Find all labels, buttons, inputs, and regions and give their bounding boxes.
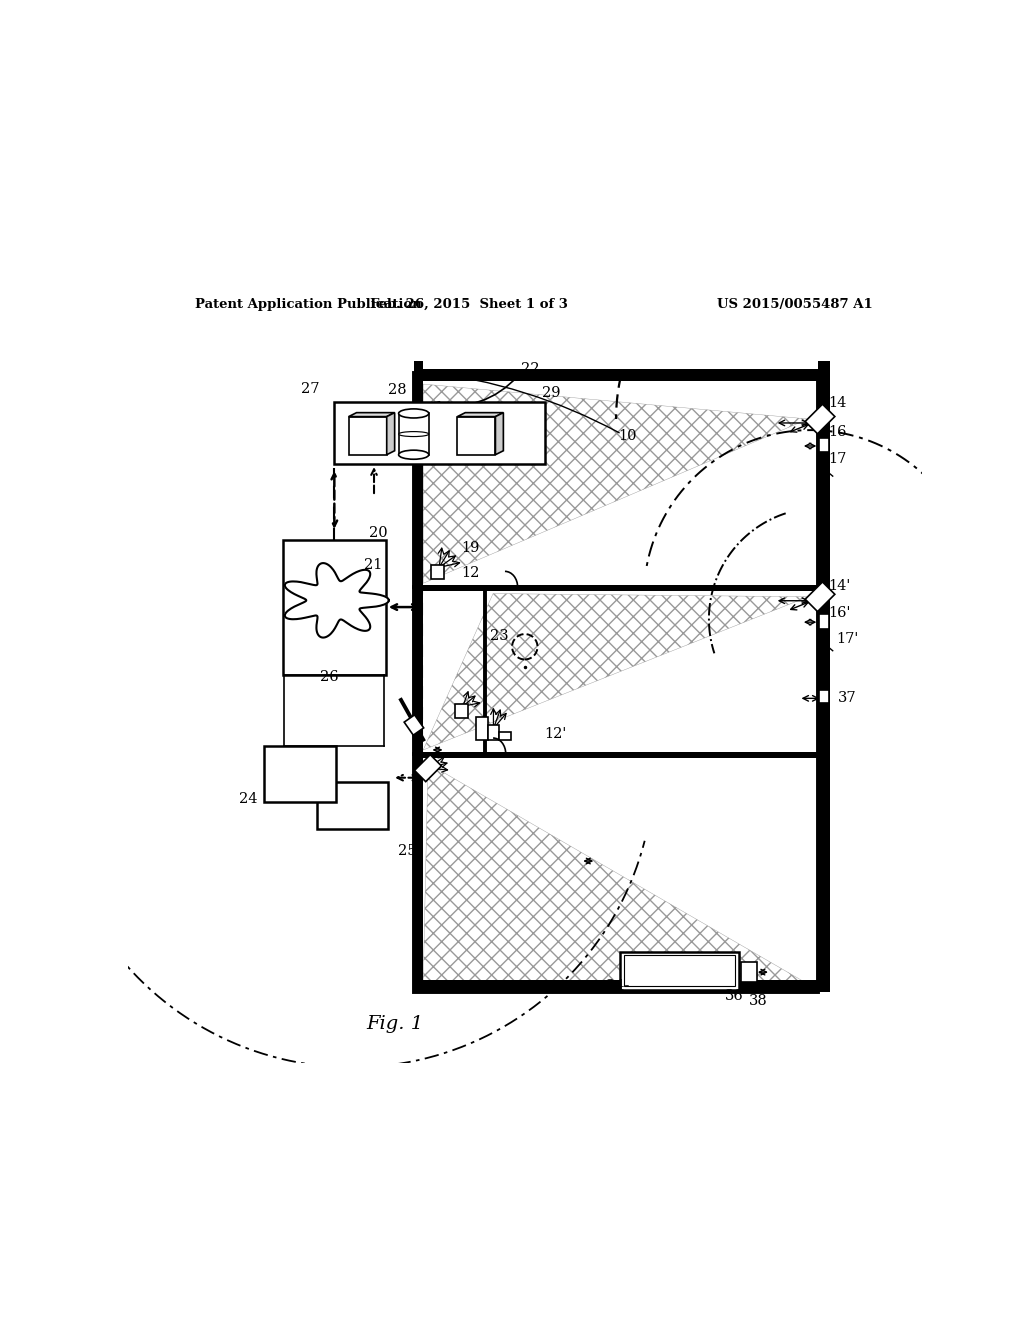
Bar — [334, 403, 545, 465]
Text: 14': 14' — [828, 579, 850, 594]
Bar — [414, 374, 818, 991]
Text: 27: 27 — [301, 381, 319, 396]
Text: 12': 12' — [545, 727, 567, 741]
Text: Fig. 1: Fig. 1 — [367, 1015, 423, 1032]
Bar — [487, 725, 500, 739]
Text: 16': 16' — [828, 606, 851, 619]
Polygon shape — [458, 413, 504, 417]
Text: 28: 28 — [388, 383, 407, 397]
Ellipse shape — [398, 432, 429, 437]
Bar — [740, 962, 757, 982]
Bar — [264, 746, 336, 801]
Bar — [348, 417, 387, 454]
Text: Feb. 26, 2015  Sheet 1 of 3: Feb. 26, 2015 Sheet 1 of 3 — [371, 298, 568, 312]
Text: -34-: -34- — [601, 978, 630, 993]
Text: 17': 17' — [837, 632, 859, 645]
Text: 38: 38 — [749, 994, 767, 1008]
Text: 19: 19 — [461, 541, 479, 554]
Bar — [414, 370, 826, 381]
Bar — [316, 781, 388, 829]
Polygon shape — [415, 755, 441, 781]
Bar — [819, 438, 828, 453]
Bar — [404, 715, 424, 735]
Text: 17: 17 — [828, 451, 846, 466]
Polygon shape — [423, 384, 808, 583]
Text: 23: 23 — [489, 630, 509, 643]
Bar — [624, 956, 735, 986]
Text: 21: 21 — [365, 558, 383, 572]
Text: 12: 12 — [461, 566, 479, 579]
Bar — [818, 362, 830, 991]
Bar — [398, 413, 429, 454]
Polygon shape — [805, 404, 835, 434]
Polygon shape — [423, 763, 803, 981]
Bar — [431, 565, 443, 579]
Text: 22: 22 — [521, 362, 540, 376]
Polygon shape — [423, 594, 808, 750]
Bar — [414, 585, 818, 591]
Text: 36: 36 — [725, 989, 743, 1003]
Bar — [414, 362, 423, 991]
Text: 26: 26 — [321, 671, 339, 684]
Bar — [475, 717, 487, 739]
Bar — [414, 979, 826, 991]
Text: 10: 10 — [618, 429, 637, 444]
Ellipse shape — [398, 409, 429, 418]
Bar — [455, 704, 468, 718]
Text: 29: 29 — [543, 385, 561, 400]
Polygon shape — [805, 582, 835, 611]
Bar — [283, 540, 386, 675]
Text: 14: 14 — [828, 396, 846, 411]
Polygon shape — [285, 564, 389, 638]
Text: Patent Application Publication: Patent Application Publication — [196, 298, 422, 312]
Bar — [819, 614, 828, 628]
Text: 16: 16 — [828, 425, 847, 438]
Text: 24: 24 — [240, 792, 258, 807]
Bar — [819, 690, 828, 704]
Text: 37: 37 — [839, 692, 857, 705]
Polygon shape — [387, 413, 394, 454]
Bar — [414, 751, 818, 758]
Text: 20: 20 — [370, 527, 388, 540]
Polygon shape — [496, 413, 504, 454]
Polygon shape — [348, 413, 394, 417]
Bar — [500, 733, 511, 739]
Ellipse shape — [398, 450, 429, 459]
Bar — [620, 952, 739, 990]
Text: US 2015/0055487 A1: US 2015/0055487 A1 — [717, 298, 872, 312]
Text: 25: 25 — [397, 843, 417, 858]
Bar — [458, 417, 496, 454]
